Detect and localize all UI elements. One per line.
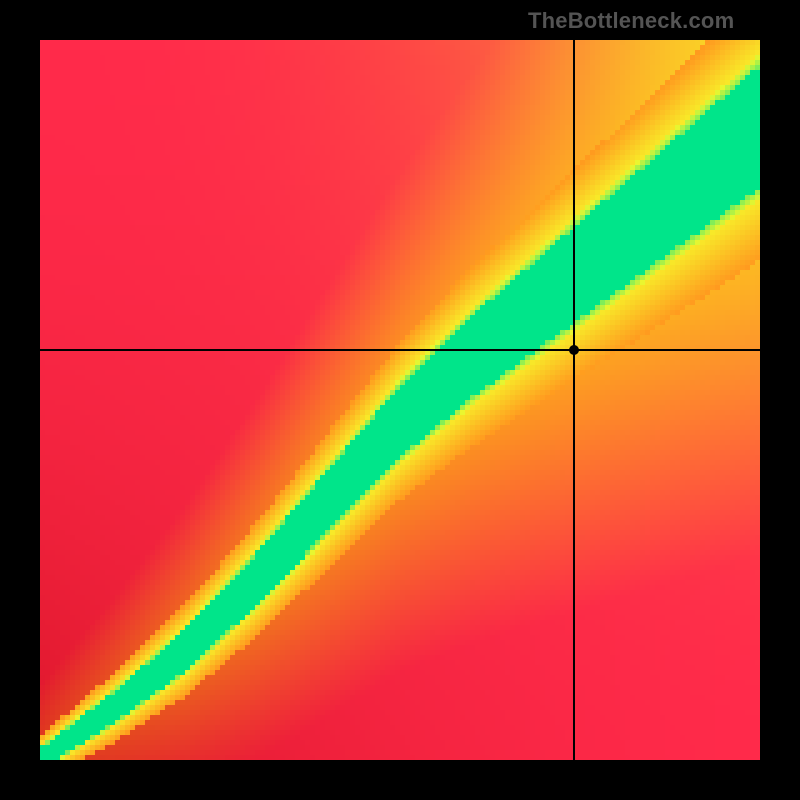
crosshair-marker bbox=[569, 345, 579, 355]
crosshair-vertical bbox=[573, 40, 575, 760]
crosshair-horizontal bbox=[40, 349, 760, 351]
bottleneck-heatmap bbox=[40, 40, 760, 760]
watermark-text: TheBottleneck.com bbox=[528, 8, 734, 34]
